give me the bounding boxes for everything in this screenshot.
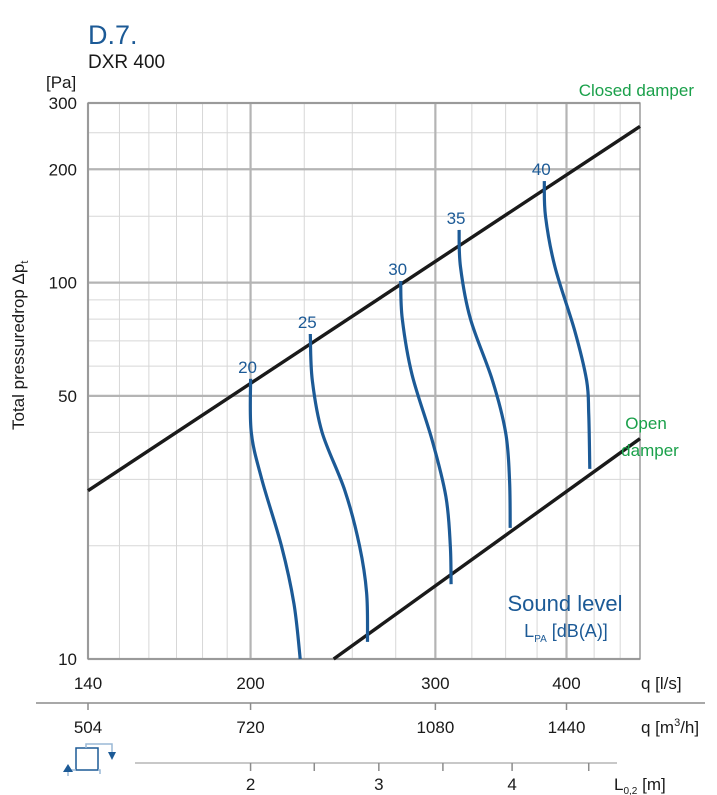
sound-level-curve-25 — [308, 333, 370, 642]
throw-axis-label: L0,2 [m] — [614, 775, 666, 795]
sound-level-curve-20 — [248, 378, 302, 660]
open-damper-label-line2: damper — [621, 441, 679, 460]
sound-level-curves: 20 25 30 35 40 — [238, 160, 592, 660]
throw-axis-tick-label: 3 — [374, 775, 383, 794]
y-axis-label-sub: t — [19, 261, 31, 264]
sound-level-curve-30 — [399, 280, 453, 585]
sound-level-unit-end: [dB(A)] — [547, 621, 608, 641]
sound-level-label-30: 30 — [388, 260, 407, 279]
throw-axis-label-sub: 0,2 — [623, 786, 637, 795]
secondary-axis-tick-label: 720 — [236, 718, 264, 737]
y-tick-label: 300 — [49, 94, 77, 113]
throw-axis-tick-label: 2 — [246, 775, 255, 794]
airflow-direction-icon — [63, 743, 116, 776]
closed-damper-line — [87, 124, 641, 493]
sound-level-label-20: 20 — [238, 358, 257, 377]
secondary-axis-label-end: /h] — [680, 718, 699, 737]
sound-level-label-40: 40 — [532, 160, 551, 179]
x-tick-label: 140 — [74, 674, 102, 693]
y-tick-label: 200 — [49, 160, 77, 179]
secondary-axis-ticks: 504 720 1080 1440 — [74, 703, 586, 737]
x-tick-label: 400 — [552, 674, 580, 693]
y-axis-label-main: Total pressuredrop Δp — [9, 264, 28, 430]
throw-axis-tick-label: 4 — [507, 775, 516, 794]
chart-subtitle: DXR 400 — [88, 52, 165, 73]
open-damper-label-line1: Open — [625, 414, 667, 433]
sound-level-unit-main: L — [524, 621, 534, 641]
secondary-axis-label: q [m3/h] — [641, 717, 699, 737]
secondary-axis-tick-label: 1440 — [548, 718, 586, 737]
sound-level-unit-sub: PA — [534, 634, 547, 645]
sound-level-curve-35 — [457, 229, 512, 528]
open-damper-line — [332, 437, 641, 661]
x-axis-label: q [l/s] — [641, 674, 682, 693]
secondary-axis-tick-label: 1080 — [416, 718, 454, 737]
x-tick-label: 300 — [421, 674, 449, 693]
y-unit-label: [Pa] — [46, 73, 76, 92]
sound-level-label-25: 25 — [298, 313, 317, 332]
plot-frame — [87, 102, 641, 660]
throw-axis-label-main: L — [614, 775, 623, 794]
y-axis-label: Total pressuredrop Δpt — [9, 261, 31, 430]
sound-level-curve-40 — [542, 181, 592, 469]
secondary-axis-label-sup: 3 — [674, 717, 680, 729]
closed-damper-label: Closed damper — [579, 81, 695, 100]
throw-axis-label-end: [m] — [637, 775, 665, 794]
throw-axis-ticks: 2 3 4 — [246, 763, 590, 794]
y-tick-label: 10 — [58, 650, 77, 669]
sound-level-title: Sound level — [508, 591, 623, 616]
x-tick-label: 200 — [236, 674, 264, 693]
x-tick-labels: 140 200 300 400 — [74, 674, 581, 693]
y-tick-labels: 10 50 100 200 300 — [49, 94, 77, 669]
sound-level-label-35: 35 — [447, 209, 466, 228]
secondary-axis-label-main: q [m — [641, 718, 674, 737]
sound-level-unit: LPA [dB(A)] — [524, 621, 608, 645]
y-tick-label: 100 — [49, 274, 77, 293]
y-tick-label: 50 — [58, 387, 77, 406]
chart-title: D.7. — [88, 20, 138, 50]
secondary-axis-tick-label: 504 — [74, 718, 102, 737]
